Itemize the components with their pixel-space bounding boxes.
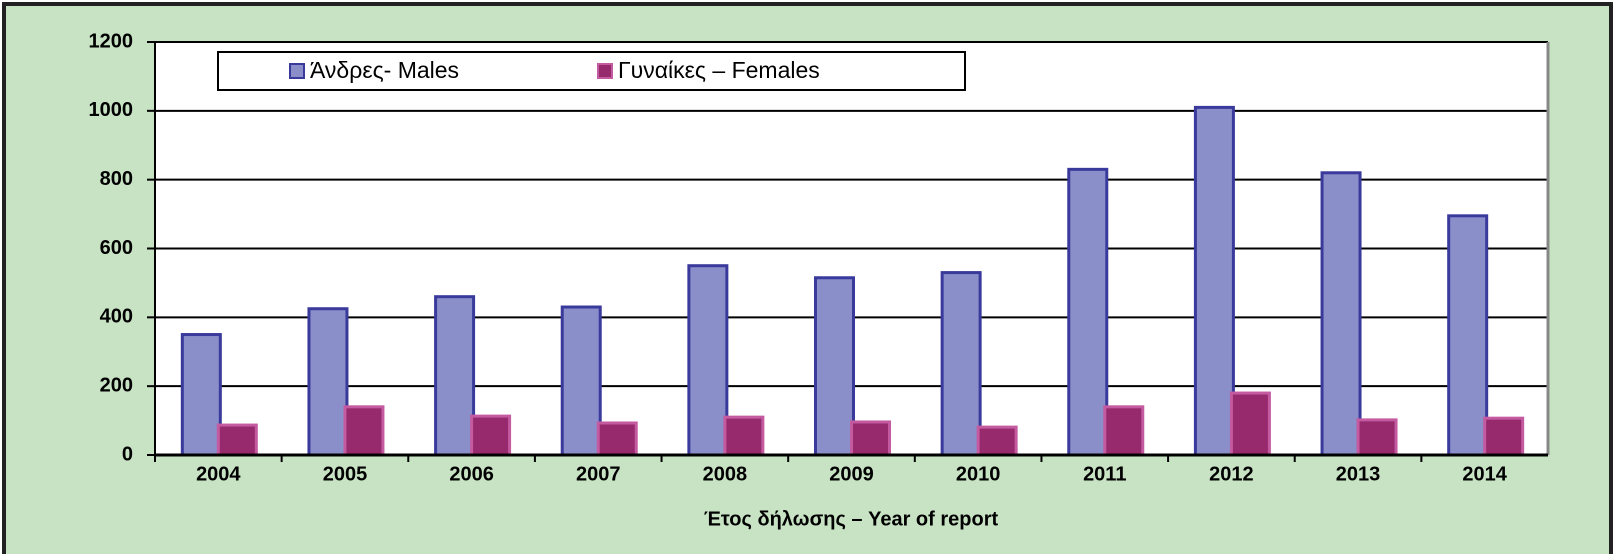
x-tick-label: 2011 [1083,463,1126,485]
bar [434,295,476,457]
y-tick-label: 1000 [89,99,134,121]
y-tick-label: 200 [100,374,133,396]
bar [850,420,891,457]
bar [343,405,385,457]
bar [976,425,1018,457]
bar [1483,416,1525,457]
legend-box [217,51,966,91]
bar [1067,167,1109,457]
bar [1320,171,1362,457]
bar [1103,405,1145,457]
bar [1229,391,1271,457]
x-tick-label: 2004 [196,463,241,485]
bar [216,423,258,457]
legend-label: Άνδρες- Males [310,57,459,83]
bar [470,414,512,457]
x-tick-label: 2014 [1462,463,1507,485]
bar [1356,418,1398,457]
x-tick-label: 2005 [323,463,368,485]
bar [560,305,602,457]
x-tick-label: 2007 [576,463,621,485]
bar [180,333,222,457]
bar [307,307,349,457]
x-tick-label: 2012 [1209,463,1254,485]
y-tick-label: 800 [100,168,133,190]
y-tick-label: 400 [100,306,133,328]
x-tick-label: 2010 [956,463,1001,485]
bar [940,271,982,457]
y-tick-label: 1200 [89,30,134,52]
legend-swatch [597,63,613,79]
bar [596,421,638,457]
x-tick-label: 2013 [1336,463,1381,485]
x-axis-title: Έτος δήλωσης – Year of report [704,508,999,530]
y-tick-label: 600 [100,237,133,259]
bar [1447,214,1489,457]
x-tick-label: 2009 [829,463,874,485]
legend-label: Γυναίκες – Females [618,57,820,83]
x-tick-label: 2006 [449,463,494,485]
bar [723,415,765,457]
bar [1193,105,1235,457]
x-tick-label: 2008 [703,463,748,485]
legend-swatch [289,63,305,79]
y-tick-label: 0 [122,443,133,465]
bar [814,276,855,457]
bar [687,264,729,457]
